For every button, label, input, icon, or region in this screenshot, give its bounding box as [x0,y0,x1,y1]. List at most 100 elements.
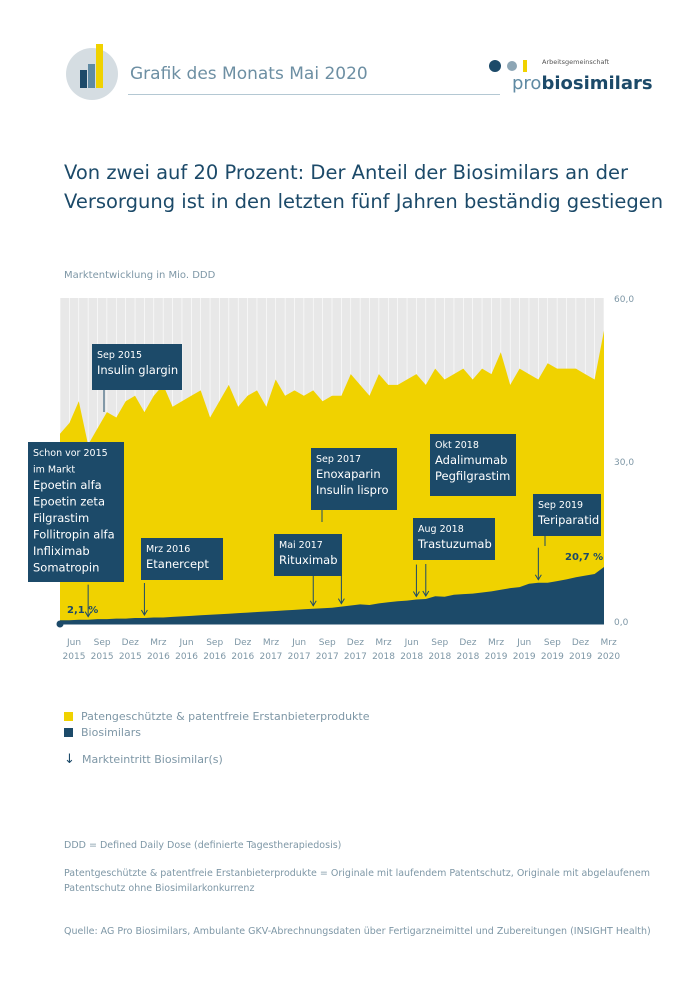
x-tick-year: 2019 [541,652,564,662]
brand-logo: Arbeitsgemeinschaft probiosimilars [488,52,653,100]
legend-swatch-blue [64,728,73,737]
market-entry-arrowhead [309,600,317,607]
event-callout-box [274,534,342,576]
event-callout-line: Somatropin [33,561,99,575]
x-tick-year: 2019 [569,652,592,662]
x-tick-month: Sep [431,638,448,648]
y-tick-label: 30,0 [614,458,634,468]
event-callout-line: Sep 2019 [538,500,583,511]
share-label-start: 2,1 % [67,605,98,616]
x-tick-month: Mrz [488,638,504,648]
x-tick-year: 2020 [597,652,620,662]
market-entry-arrowhead [337,598,345,605]
legend-swatch-yellow [64,712,73,721]
event-callout-box [533,494,601,536]
header-divider [128,94,500,95]
market-entry-arrowhead [534,574,542,581]
chart-logo-icon [66,44,118,100]
x-tick-month: Dez [122,638,139,648]
event-callout-line: Epoetin zeta [33,495,105,509]
x-tick-year: 2017 [344,652,367,662]
x-tick-month: Mrz [375,638,391,648]
market-entry-arrowhead [422,590,430,597]
x-tick-month: Mrz [601,638,617,648]
brand-biosimilars: biosimilars [541,73,653,94]
x-tick-year: 2016 [147,652,170,662]
legend-item-market-entry: ↓ Markteintritt Biosimilar(s) [64,752,223,767]
x-tick-year: 2018 [400,652,423,662]
x-tick-year: 2018 [456,652,479,662]
start-marker [56,620,64,628]
x-tick-year: 2016 [175,652,198,662]
brand-subtitle: Arbeitsgemeinschaft [542,58,610,66]
brand-name: probiosimilars [512,74,653,94]
x-tick-month: Jun [516,638,531,648]
legend-label-biosimilars: Biosimilars [81,726,141,739]
x-tick-year: 2016 [203,652,226,662]
x-tick-month: Sep [544,638,561,648]
event-callout-line: Rituximab [279,553,338,567]
event-callout-line: Trastuzumab [417,537,492,551]
brand-pro: pro [512,73,542,94]
x-tick-year: 2018 [428,652,451,662]
market-entry-arrowhead [84,611,92,618]
event-callout-box [28,442,124,582]
x-tick-month: Sep [206,638,223,648]
x-tick-year: 2018 [372,652,395,662]
x-tick-year: 2019 [513,652,536,662]
legend-item-originals: Patengeschützte & patentfreie Erstanbiet… [64,710,370,723]
share-label-end: 20,7 % [565,552,603,563]
x-tick-month: Dez [572,638,589,648]
market-entry-arrowhead [412,591,420,598]
event-callout-line: Etanercept [146,557,209,571]
note-patent: Patentgeschützte & patentfreie Erstanbie… [64,868,651,894]
note-source: Quelle: AG Pro Biosimilars, Ambulante GK… [64,926,651,937]
event-callout-line: Enoxaparin [316,467,381,481]
y-tick-label: 0,0 [614,618,629,628]
event-callout-line: Sep 2015 [97,350,142,361]
x-tick-month: Jun [179,638,194,648]
area-biosimilars [60,567,604,624]
x-tick-month: Dez [234,638,251,648]
event-callout-line: Follitropin alfa [33,528,115,542]
event-callout-line: Mrz 2016 [146,544,190,555]
x-tick-month: Mrz [150,638,166,648]
legend-item-biosimilars: Biosimilars [64,726,141,739]
event-callout-line: Mai 2017 [279,540,323,551]
x-tick-year: 2015 [63,652,86,662]
event-callout-box [141,538,223,580]
chart-subtitle: Marktentwicklung in Mio. DDD [64,270,216,281]
x-tick-month: Mrz [263,638,279,648]
x-tick-month: Jun [66,638,81,648]
x-tick-month: Dez [347,638,364,648]
event-callout-line: Aug 2018 [418,524,464,535]
event-callout-line: Sep 2017 [316,454,361,465]
y-tick-label: 60,0 [614,295,634,305]
event-callout-line: Insulin glargin [97,363,178,377]
event-callout-line: Filgrastim [33,511,89,525]
brand-dots-icon [489,60,527,72]
event-callout-line: Teriparatid [537,513,599,527]
x-tick-month: Sep [319,638,336,648]
x-tick-month: Sep [94,638,111,648]
event-callout-box [413,518,495,560]
legend-label-market-entry: Markteintritt Biosimilar(s) [82,753,223,766]
x-tick-year: 2015 [91,652,114,662]
event-callout-line: Infliximab [33,544,90,558]
x-tick-year: 2019 [485,652,508,662]
market-area-chart: 60,0 30,0 0,0 Marktentwicklung in Mio. DDD J… [28,270,634,662]
event-callout-line: im Markt [33,465,75,476]
event-callout-box [311,448,397,510]
x-tick-year: 2016 [231,652,254,662]
note-ddd: DDD = Defined Daily Dose (definierte Tag… [64,840,342,851]
x-tick-month: Jun [404,638,419,648]
x-tick-month: Dez [459,638,476,648]
x-tick-year: 2017 [316,652,339,662]
event-callout-line: Schon vor 2015 [33,448,108,459]
event-callout-box [430,434,516,496]
x-tick-month: Jun [291,638,306,648]
event-callout-box [92,344,182,390]
event-callout-line: Insulin lispro [316,483,389,497]
event-callout-line: Okt 2018 [435,440,479,451]
arrow-down-icon: ↓ [64,752,75,767]
